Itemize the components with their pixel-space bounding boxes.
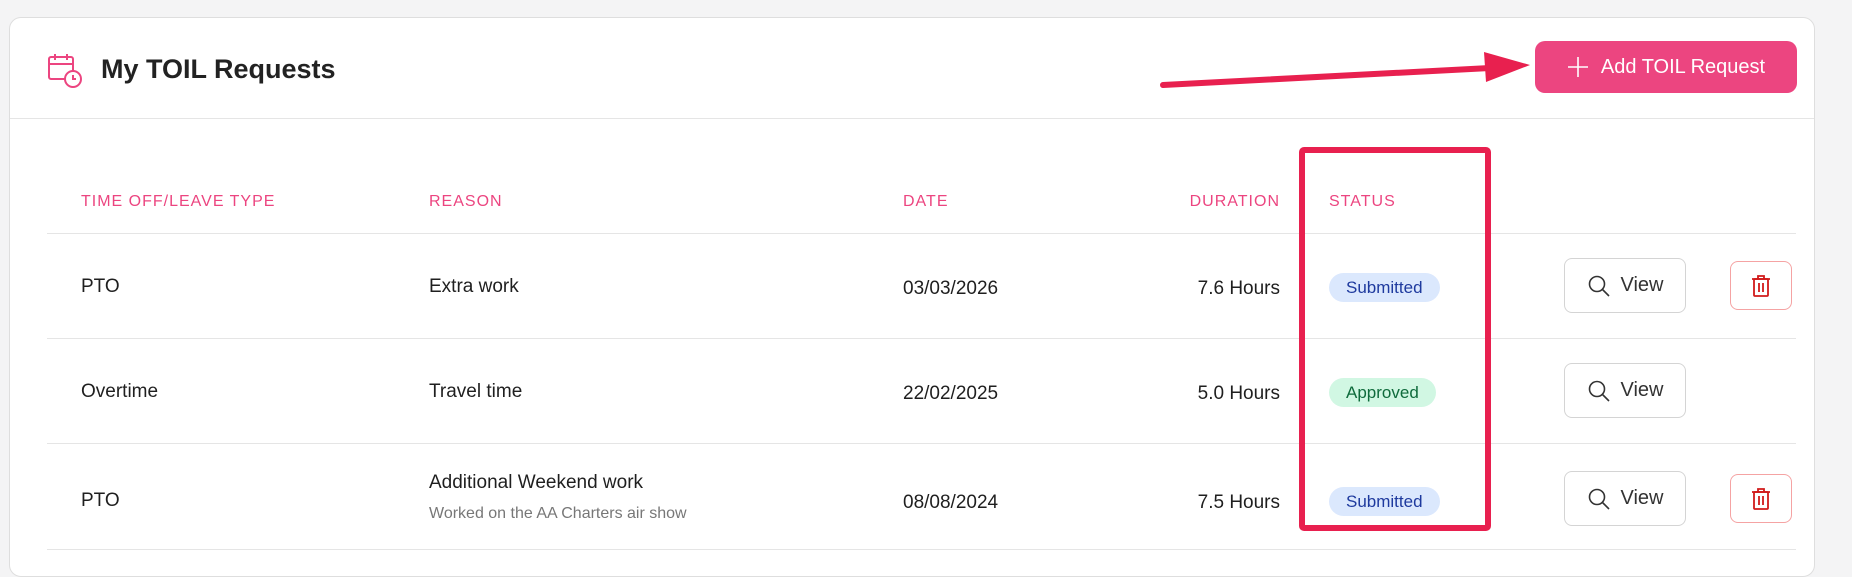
divider: [47, 233, 1796, 234]
duration-cell: 7.6 Hours: [1197, 278, 1280, 299]
status-badge: Submitted: [1329, 273, 1440, 302]
card-header: My TOIL Requests Add TOIL Request: [10, 18, 1814, 119]
column-header-duration: DURATION: [1189, 193, 1280, 210]
view-button[interactable]: View: [1564, 258, 1686, 313]
divider: [47, 338, 1796, 339]
duration-cell: 5.0 Hours: [1197, 383, 1280, 404]
reason-note: Worked on the AA Charters air show: [429, 505, 687, 522]
plus-icon: [1567, 57, 1588, 77]
view-label: View: [1620, 274, 1664, 296]
divider: [47, 549, 1796, 550]
delete-button[interactable]: [1730, 474, 1792, 523]
type-cell: PTO: [81, 276, 120, 297]
search-icon: [1588, 488, 1610, 510]
search-icon: [1588, 275, 1610, 297]
reason-cell: Additional Weekend work: [429, 472, 644, 493]
column-header-status: STATUS: [1329, 193, 1396, 210]
type-cell: Overtime: [81, 381, 159, 402]
column-header-reason: REASON: [429, 193, 503, 210]
date-cell: 03/03/2026: [903, 278, 999, 299]
view-label: View: [1620, 379, 1664, 401]
add-button-label: Add TOIL Request: [1600, 55, 1766, 78]
trash-icon: [1752, 487, 1770, 510]
trash-icon: [1752, 274, 1770, 297]
status-badge: Approved: [1329, 378, 1436, 407]
add-toil-request-button[interactable]: Add TOIL Request: [1535, 41, 1797, 93]
divider: [47, 443, 1796, 444]
calendar-clock-icon: [48, 54, 82, 88]
status-badge: Submitted: [1329, 487, 1440, 516]
reason-cell: Extra work: [429, 276, 519, 297]
view-button[interactable]: View: [1564, 471, 1686, 526]
view-button[interactable]: View: [1564, 363, 1686, 418]
search-icon: [1588, 380, 1610, 402]
type-cell: PTO: [81, 490, 120, 511]
column-header-date: DATE: [903, 193, 949, 210]
duration-cell: 7.5 Hours: [1197, 492, 1280, 513]
reason-cell: Travel time: [429, 381, 523, 402]
delete-button[interactable]: [1730, 261, 1792, 310]
view-label: View: [1620, 487, 1664, 509]
toil-requests-card: My TOIL Requests Add TOIL Request TIME O…: [9, 17, 1815, 577]
date-cell: 22/02/2025: [903, 383, 999, 404]
column-header-type: TIME OFF/LEAVE TYPE: [81, 193, 276, 210]
page-title: My TOIL Requests: [101, 54, 336, 84]
date-cell: 08/08/2024: [903, 492, 999, 513]
